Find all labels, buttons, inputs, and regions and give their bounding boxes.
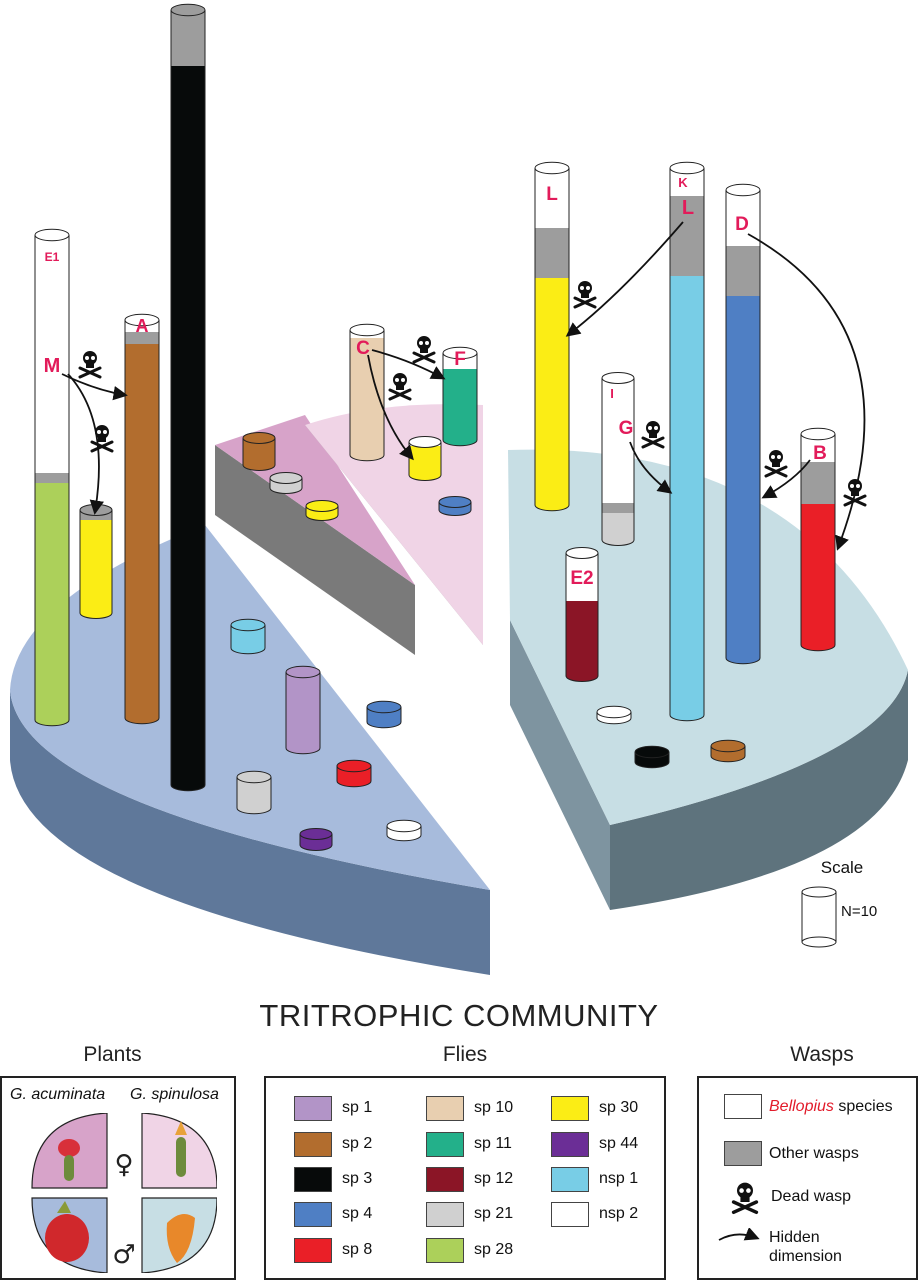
fly-label-nsp-1: nsp 1 (599, 1170, 639, 1187)
fly-swatch-sp-30 (551, 1096, 589, 1121)
cylinder-12 (669, 161, 705, 722)
fly-label-sp-12: sp 12 (474, 1170, 514, 1187)
cylinder-7 (408, 436, 442, 481)
diagram-title: TRITROPHIC COMMUNITY (259, 998, 659, 1033)
other-wasps-label: Other wasps (769, 1145, 859, 1162)
cylinder-13 (725, 183, 761, 665)
plants-heading: Plants (83, 1043, 142, 1066)
fly-swatch-sp-21 (426, 1202, 464, 1227)
cylinder-3 (79, 504, 113, 619)
fly-swatch-sp-2 (294, 1132, 332, 1157)
column-letter-E1: E1 (45, 250, 60, 264)
cylinder-1 (34, 228, 70, 727)
other-wasps-swatch (724, 1141, 762, 1166)
plant-quadrants: ♀ ♂ (31, 1113, 217, 1273)
fly-label-nsp-2: nsp 2 (599, 1205, 639, 1222)
female-symbol: ♀ (114, 1150, 133, 1180)
dead-wasp-label: Dead wasp (771, 1188, 852, 1205)
scale-label: Scale (821, 858, 864, 877)
fly-swatch-sp-4 (294, 1202, 332, 1227)
fly-swatch-sp-44 (551, 1132, 589, 1157)
column-letter-A: A (136, 316, 149, 336)
cylinder-8 (269, 472, 303, 494)
column-letter-L: L (682, 197, 694, 219)
cylinder-19 (366, 700, 402, 729)
male-symbol: ♂ (112, 1240, 135, 1270)
fly-swatch-sp-28 (426, 1238, 464, 1263)
fig-icon (166, 1214, 195, 1263)
fly-swatch-sp-12 (426, 1167, 464, 1192)
plants-legend-box: G. acuminata G. spinulosa ♀ ♂ (0, 1076, 236, 1280)
cylinder-18 (285, 665, 321, 755)
hidden-label-1: Hidden (769, 1229, 820, 1246)
fly-label-sp-28: sp 28 (474, 1241, 514, 1258)
cylinder-9 (305, 500, 339, 521)
fly-label-sp-11: sp 11 (474, 1135, 512, 1152)
fly-swatch-sp-11 (426, 1132, 464, 1157)
column-letter-L: L (546, 184, 558, 205)
wasps-heading: Wasps (790, 1043, 854, 1066)
fig-icon (175, 1121, 187, 1177)
fly-swatch-nsp-2 (551, 1202, 589, 1227)
column-letter-K: K (678, 175, 688, 190)
column-letter-D: D (735, 214, 749, 235)
fly-swatch-sp-1 (294, 1096, 332, 1121)
column-letter-C: C (356, 338, 370, 359)
cylinder-10 (438, 496, 472, 516)
fly-swatch-sp-8 (294, 1238, 332, 1263)
cylinder-5 (442, 346, 478, 447)
bellopius-label: Bellopius species (769, 1098, 893, 1115)
cylinder-22 (299, 828, 333, 851)
plant-spinulosa-label: G. spinulosa (130, 1086, 219, 1103)
dead-wasp-icon (731, 1180, 759, 1215)
wasps-legend-box: Bellopius species Other wasps Dead wasp … (697, 1076, 918, 1280)
fly-label-sp-3: sp 3 (342, 1170, 373, 1187)
fly-label-sp-8: sp 8 (342, 1241, 373, 1258)
column-letter-F: F (454, 349, 466, 370)
cylinder-17 (230, 618, 266, 655)
fly-label-sp-44: sp 44 (599, 1135, 639, 1152)
cylinder-11 (534, 161, 570, 512)
cylinder-16 (565, 547, 599, 682)
cylinder-20 (336, 759, 372, 788)
fly-swatch-sp-10 (426, 1096, 464, 1121)
cylinder-15 (800, 427, 836, 652)
cylinder-25 (634, 745, 670, 769)
columns-layer (34, 3, 836, 851)
column-letter-E2: E2 (570, 568, 593, 589)
cylinder-21 (236, 770, 272, 815)
scale-n-label: N=10 (841, 903, 877, 920)
hidden-label-2: dimension (769, 1248, 842, 1265)
fly-swatch-sp-3 (294, 1167, 332, 1192)
cylinder-24 (596, 705, 632, 725)
column-letter-I: I (610, 386, 614, 401)
cylinder-0 (170, 3, 206, 792)
fly-label-sp-4: sp 4 (342, 1205, 373, 1222)
cylinder-6 (242, 432, 276, 471)
fly-label-sp-21: sp 21 (474, 1205, 514, 1222)
fly-label-sp-10: sp 10 (474, 1099, 514, 1116)
cylinder-2 (124, 313, 160, 725)
bellopius-swatch (724, 1094, 762, 1119)
hidden-dimension-arrow-icon (718, 1228, 760, 1241)
column-letter-G: G (619, 418, 634, 439)
flies-legend-box: sp 1 sp 2 sp 3 sp 4 sp 8 sp 10 sp 11 sp 12 sp 21… (264, 1076, 666, 1280)
cylinder-23 (386, 819, 422, 842)
column-letter-M: M (44, 355, 61, 377)
cylinder-14 (601, 372, 635, 546)
column-letter-B: B (813, 443, 827, 464)
scale-indicator: Scale N=10 (801, 858, 877, 948)
fly-label-sp-30: sp 30 (599, 1099, 639, 1116)
fly-label-sp-1: sp 1 (342, 1099, 373, 1116)
fly-swatch-nsp-1 (551, 1167, 589, 1192)
fig-icon (45, 1201, 89, 1262)
fig-icon (58, 1139, 80, 1181)
cylinder-26 (710, 739, 746, 763)
fly-label-sp-2: sp 2 (342, 1135, 373, 1152)
flies-heading: Flies (442, 1043, 488, 1066)
plant-acuminata-label: G. acuminata (10, 1086, 106, 1103)
